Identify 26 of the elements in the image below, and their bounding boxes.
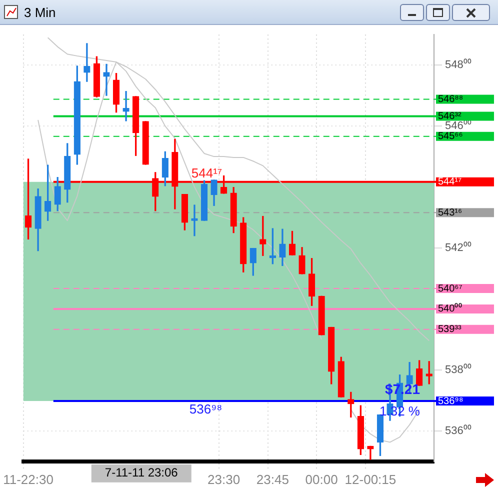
ref-line-label: 544¹⁷ (438, 176, 462, 188)
ref-line-label: 540⁶⁷ (438, 283, 463, 294)
ref-line-label: 546⁸⁸ (438, 94, 464, 105)
x-tick-label: 23:30 (208, 472, 240, 487)
y-tick-label: 542⁰⁰ (445, 241, 472, 254)
text: 7-11-11 23:06 (104, 466, 178, 480)
candlestick (191, 204, 198, 236)
candlestick (103, 64, 110, 96)
x-tick-label: 00:00 (305, 472, 338, 487)
ref-line-label: 536⁹⁸ (438, 396, 464, 407)
x-tick-label: 23:45 (256, 472, 289, 487)
ref-line-label: 546³² (438, 111, 462, 122)
candlestick (84, 43, 90, 82)
y-tick-label: 548⁰⁰ (445, 58, 472, 72)
ref-line-label: 540⁰⁰ (438, 302, 463, 315)
y-tick-label: 538⁰⁰ (445, 362, 472, 376)
x-tick-label: 11-22:30 (3, 472, 54, 487)
x-tick-label: 12-00:15 (344, 472, 396, 487)
ref-line-label: 543¹⁶ (438, 207, 462, 218)
annotation: 536⁹⁸ (189, 402, 222, 417)
ref-line-label: 545⁶⁶ (438, 131, 463, 142)
candlestick (122, 90, 130, 122)
y-tick-label: 536⁰⁰ (445, 424, 472, 437)
annotation: 544¹⁷ (191, 165, 222, 180)
chart-title: 3 Min (24, 5, 56, 20)
ref-line-label: 539³³ (438, 324, 462, 336)
